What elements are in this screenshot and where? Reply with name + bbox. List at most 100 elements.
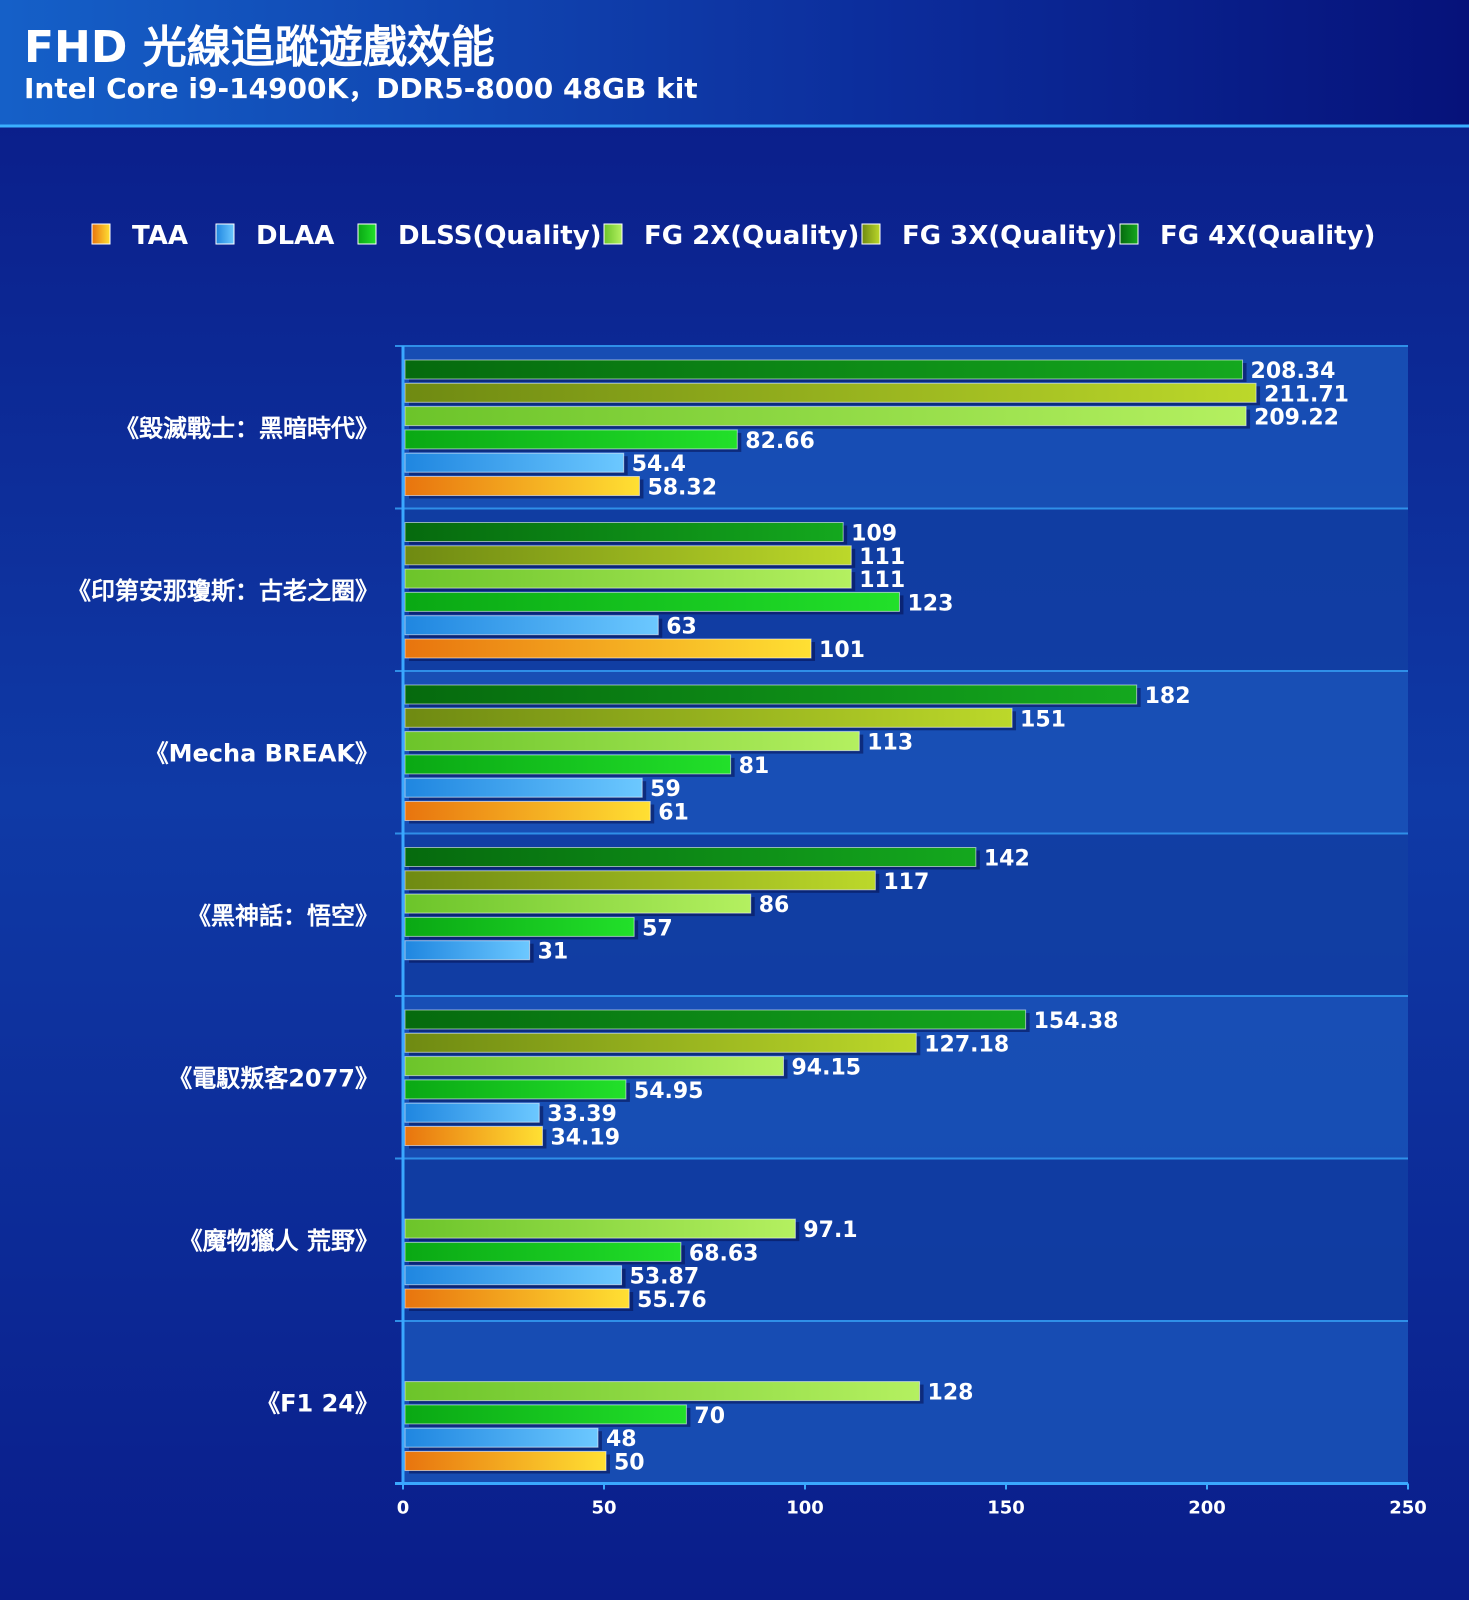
bar-fg-2x-quality [404, 406, 1247, 427]
value-label: 209.22 [1254, 406, 1339, 431]
bar-fg-2x-quality [404, 893, 752, 914]
legend-label-dlaa: DLAA [256, 221, 334, 251]
value-label: 208.34 [1251, 359, 1336, 384]
category-label: 《Mecha BREAK》 [145, 739, 379, 767]
category-label: 《黑神話：悟空》 [187, 902, 379, 930]
bar-dlss-quality [404, 916, 635, 937]
bar-fg-4x-quality [404, 359, 1244, 380]
category-label: 《魔物獵人 荒野》 [179, 1227, 379, 1255]
bar-taa [404, 476, 640, 496]
bar-dlaa [404, 1265, 623, 1286]
x-tick-label: 50 [591, 1498, 616, 1519]
bar-dlss-quality [404, 429, 738, 450]
bar-fg-3x-quality [404, 545, 852, 566]
value-label: 101 [819, 638, 865, 663]
bar-fg-2x-quality [404, 1218, 796, 1239]
legend-label-fg-4x-quality: FG 4X(Quality) [1160, 221, 1375, 251]
header-band [0, 0, 1469, 126]
bar-dlss-quality [404, 1079, 627, 1100]
value-label: 57 [642, 916, 673, 941]
bar-dlaa [404, 1102, 540, 1123]
bar-dlaa [404, 940, 531, 961]
value-label: 113 [867, 731, 913, 756]
value-label: 48 [606, 1427, 637, 1452]
value-label: 151 [1020, 707, 1066, 732]
bar-taa [404, 801, 651, 821]
x-tick-label: 250 [1389, 1498, 1427, 1519]
bar-dlss-quality [404, 591, 900, 612]
value-label: 63 [666, 615, 697, 640]
value-label: 109 [851, 522, 897, 547]
legend-swatch-fg-2x-quality [603, 223, 623, 245]
bar-fg-2x-quality [404, 1381, 921, 1402]
value-label: 59 [650, 777, 681, 802]
category-label: 《電馭叛客2077》 [168, 1064, 379, 1092]
x-tick-label: 100 [786, 1498, 824, 1519]
bar-taa [404, 1126, 543, 1146]
value-label: 94.15 [791, 1056, 861, 1081]
bar-taa [404, 1451, 607, 1471]
value-label: 211.71 [1264, 382, 1349, 407]
chart-title: FHD 光線追蹤遊戲效能 [24, 22, 495, 73]
x-tick-label: 0 [397, 1498, 410, 1519]
value-label: 97.1 [803, 1218, 857, 1243]
value-label: 117 [883, 870, 929, 895]
value-label: 142 [984, 847, 1030, 872]
bar-fg-3x-quality [404, 707, 1013, 728]
bar-fg-2x-quality [404, 731, 860, 752]
category-label: 《印第安那瓊斯：古老之圈》 [67, 577, 379, 605]
value-label: 128 [928, 1381, 974, 1406]
legend: TAA DLAA DLSS(Quality) FG 2X(Quality) FG 3X(… [91, 221, 1375, 251]
legend-swatch-dlaa [215, 223, 235, 245]
value-label: 123 [907, 591, 953, 616]
value-label: 54.4 [632, 452, 686, 477]
x-tick-label: 150 [987, 1498, 1025, 1519]
legend-label-dlss-quality: DLSS(Quality) [398, 221, 602, 251]
bar-dlss-quality [404, 754, 732, 775]
bar-fg-2x-quality [404, 1056, 784, 1077]
value-label: 86 [759, 893, 790, 918]
bar-taa [404, 638, 812, 659]
bar-dlss-quality [404, 1241, 682, 1262]
value-label: 33.39 [547, 1102, 617, 1127]
value-label: 82.66 [745, 429, 815, 454]
value-label: 70 [694, 1404, 725, 1429]
category-label: 《毀滅戰士：黑暗時代》 [115, 414, 379, 442]
legend-swatch-taa [91, 223, 111, 245]
bar-fg-4x-quality [404, 1009, 1027, 1030]
legend-swatch-dlss-quality [357, 223, 377, 245]
bar-fg-3x-quality [404, 1032, 917, 1053]
category-label: 《F1 24》 [256, 1389, 379, 1417]
value-label: 111 [859, 545, 905, 570]
chart-subtitle: Intel Core i9-14900K，DDR5-8000 48GB kit [24, 72, 698, 105]
value-label: 61 [658, 801, 689, 826]
legend-swatch-fg-4x-quality [1119, 223, 1139, 245]
value-label: 34.19 [550, 1126, 620, 1151]
value-label: 50 [614, 1451, 645, 1476]
bar-dlaa [404, 777, 643, 798]
legend-label-taa: TAA [132, 221, 188, 251]
bar-dlaa [404, 452, 625, 473]
bar-dlss-quality [404, 1404, 687, 1425]
value-label: 154.38 [1034, 1009, 1119, 1034]
x-tick-label: 200 [1188, 1498, 1226, 1519]
bar-fg-3x-quality [404, 382, 1257, 403]
value-label: 58.32 [647, 476, 717, 501]
value-label: 54.95 [634, 1079, 704, 1104]
bar-fg-4x-quality [404, 684, 1138, 705]
legend-swatch-fg-3x-quality [861, 223, 881, 245]
value-label: 55.76 [637, 1288, 707, 1313]
bar-fg-2x-quality [404, 568, 852, 589]
value-label: 81 [739, 754, 770, 779]
legend-label-fg-3x-quality: FG 3X(Quality) [902, 221, 1117, 251]
value-label: 111 [859, 568, 905, 593]
value-label: 127.18 [924, 1032, 1009, 1057]
bar-dlaa [404, 1427, 599, 1448]
bar-fg-3x-quality [404, 870, 876, 891]
value-label: 53.87 [630, 1265, 700, 1290]
legend-label-fg-2x-quality: FG 2X(Quality) [644, 221, 859, 251]
value-label: 68.63 [689, 1241, 759, 1266]
